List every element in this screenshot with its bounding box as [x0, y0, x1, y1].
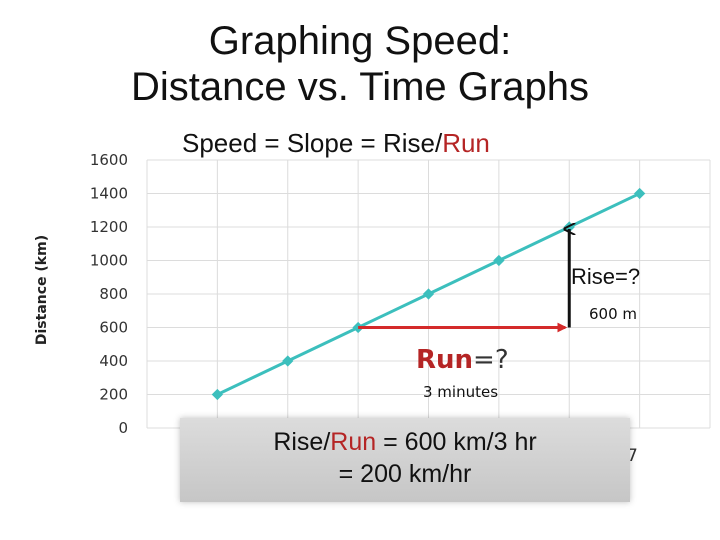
y-tick-label: 200 [99, 386, 128, 404]
result-box: Rise/Run = 600 km/3 hr = 200 km/hr [180, 418, 630, 502]
y-tick-label: 1200 [90, 218, 128, 236]
y-tick-label: 1000 [90, 252, 128, 270]
run-question: Run=? [416, 344, 509, 375]
y-tick-label: 800 [99, 285, 128, 303]
speed-formula: Speed = Slope = Rise/Run [182, 128, 490, 159]
result-run: Run [330, 428, 377, 456]
y-tick-label: 400 [99, 352, 128, 370]
y-tick-label: 0 [118, 419, 128, 437]
y-axis-label: Distance (km) [34, 234, 50, 346]
title-line-2: Distance vs. Time Graphs [131, 65, 589, 109]
rise-label: Rise=? [571, 264, 641, 289]
slide-title: Graphing Speed: Distance vs. Time Graphs [0, 18, 720, 110]
data-point [633, 187, 646, 200]
run-value: 3 minutes [423, 383, 499, 401]
title-line-1: Graphing Speed: [208, 19, 512, 63]
run-suffix: =? [473, 345, 509, 375]
data-point [422, 288, 435, 300]
result-prefix: Rise/ [273, 428, 331, 456]
y-tick-label: 600 [99, 319, 128, 337]
result-line-2: = 200 km/hr [338, 460, 472, 488]
rise-value: 600 m [589, 305, 638, 323]
result-line-1: Rise/Run = 600 km/3 hr [180, 426, 630, 458]
result-suffix: = 600 km/3 hr [376, 428, 537, 456]
x-tick-label-7: 7 [627, 446, 638, 466]
data-point [211, 388, 224, 401]
y-tick-label: 1400 [90, 185, 128, 203]
y-tick-label: 1600 [90, 151, 128, 169]
speed-formula-run: Run [442, 128, 490, 158]
data-point [493, 254, 505, 267]
data-point [282, 355, 294, 367]
run-word: Run [416, 345, 474, 375]
speed-formula-text: Speed = Slope = Rise/ [182, 128, 443, 158]
